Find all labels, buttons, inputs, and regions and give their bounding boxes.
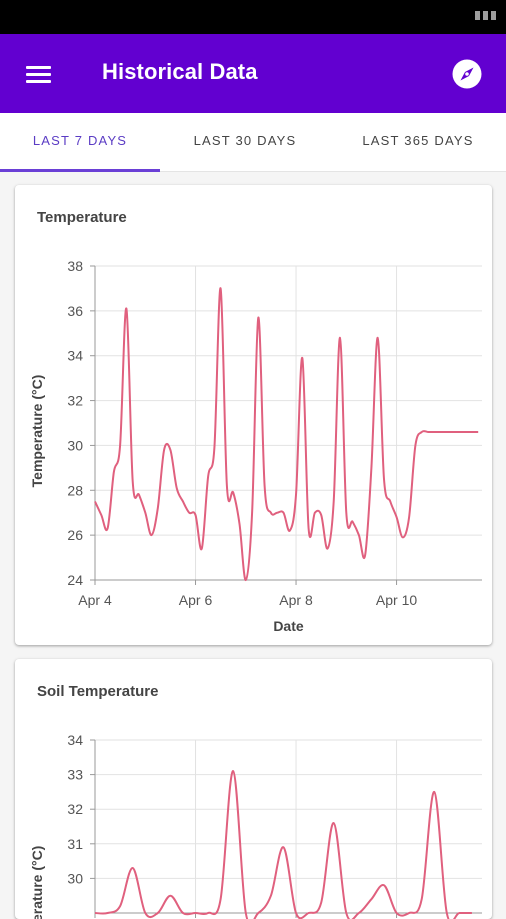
temperature-card: Temperature 24 26 28 30 32 34 36 38 Apr 4 Apr 6 Ap… xyxy=(15,185,492,645)
card-title: Soil Temperature xyxy=(37,683,159,700)
x-tick-label: Apr 10 xyxy=(376,592,417,608)
x-tick-label: Apr 4 xyxy=(78,592,112,608)
x-tick-label: Apr 6 xyxy=(179,592,213,608)
y-tick-label: 36 xyxy=(67,303,83,319)
series-line xyxy=(94,770,472,919)
y-tick-label: 30 xyxy=(67,437,83,453)
y-tick-label: 38 xyxy=(67,258,83,274)
tab-bar: LAST 7 DAYS LAST 30 DAYS LAST 365 DAYS xyxy=(0,113,506,172)
compass-icon[interactable] xyxy=(451,58,483,90)
y-tick-label: 31 xyxy=(67,836,83,852)
y-tick-label: 33 xyxy=(67,767,83,783)
soil-temperature-card: Soil Temperature 30 31 32 33 34 Temperature (… xyxy=(15,659,492,919)
temperature-chart: 24 26 28 30 32 34 36 38 Apr 4 Apr 6 Apr 8 Apr 10 Dat… xyxy=(29,258,482,634)
y-tick-label: 26 xyxy=(67,527,83,543)
x-tick-label: Apr 8 xyxy=(279,592,313,608)
soil-temperature-chart: 30 31 32 33 34 Temperature (°C) xyxy=(29,732,482,919)
active-tab-indicator xyxy=(0,169,160,172)
app-bar: Historical Data xyxy=(0,34,506,113)
tab-last-365-days[interactable]: LAST 365 DAYS xyxy=(362,133,474,148)
status-bar xyxy=(0,0,506,34)
card-title: Temperature xyxy=(37,209,127,226)
y-tick-label: 34 xyxy=(67,732,83,748)
y-tick-label: 24 xyxy=(67,572,83,588)
y-tick-label: 30 xyxy=(67,870,83,886)
y-tick-label: 32 xyxy=(67,393,83,409)
tab-last-7-days[interactable]: LAST 7 DAYS xyxy=(32,133,128,148)
y-tick-label: 28 xyxy=(67,482,83,498)
x-axis-label: Date xyxy=(273,618,304,634)
series-line xyxy=(94,287,479,582)
y-tick-label: 32 xyxy=(67,801,83,817)
y-axis-label: Temperature (°C) xyxy=(29,375,45,488)
y-tick-label: 34 xyxy=(67,348,83,364)
y-axis-label: Temperature (°C) xyxy=(29,846,45,919)
tab-last-30-days[interactable]: LAST 30 DAYS xyxy=(193,133,297,148)
page-title: Historical Data xyxy=(102,59,258,84)
menu-icon[interactable] xyxy=(24,63,54,85)
status-icons xyxy=(475,11,496,20)
